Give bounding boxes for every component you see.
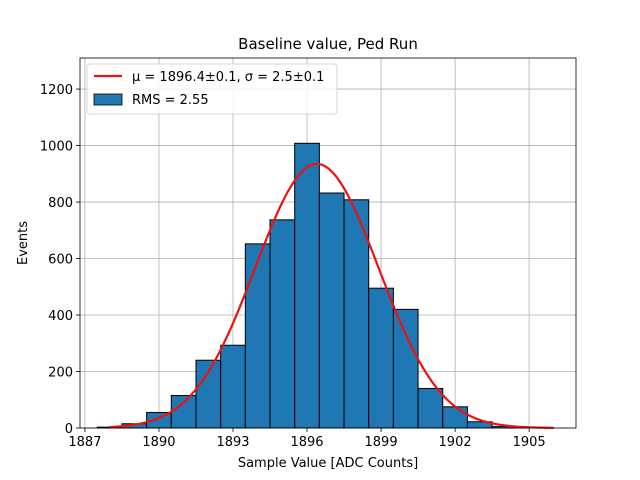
x-tick-label: 1899 <box>365 435 398 450</box>
y-tick-label: 1000 <box>40 140 73 155</box>
x-tick-label: 1893 <box>216 435 249 450</box>
y-tick-label: 0 <box>65 422 73 437</box>
histogram-bar <box>170 395 197 429</box>
x-tick-label: 1890 <box>142 435 175 450</box>
axis-ticks: 1887 1890 1893 1896 1899 1902 1905 0 200 400 600 80… <box>40 83 546 450</box>
histogram-bar <box>442 406 468 429</box>
y-tick-label: 400 <box>48 309 73 324</box>
histogram-bar <box>294 142 320 429</box>
legend-box <box>86 63 338 115</box>
y-tick-label: 600 <box>48 253 73 268</box>
legend-fit-label: μ = 1896.4±0.1, σ = 2.5±0.1 <box>132 70 324 85</box>
plot-frame <box>79 57 577 429</box>
histogram-bars <box>96 142 542 429</box>
x-tick-label: 1905 <box>513 435 546 450</box>
histogram-bar <box>417 387 444 429</box>
x-tick-label: 1896 <box>290 435 323 450</box>
chart-title: Baseline value, Ped Run <box>238 35 418 53</box>
histogram-bar <box>244 243 271 429</box>
y-tick-label: 1200 <box>40 83 73 98</box>
histogram-bar <box>220 344 246 429</box>
y-tick-label: 200 <box>48 366 73 381</box>
legend-rms-swatch <box>93 93 123 106</box>
histogram-bar <box>269 219 296 429</box>
x-axis-label: Sample Value [ADC Counts] <box>238 456 418 471</box>
legend: μ = 1896.4±0.1, σ = 2.5±0.1 RMS = 2.55 <box>86 63 338 115</box>
gaussian-fit-curve <box>109 162 554 429</box>
histogram-bar <box>392 308 419 429</box>
histogram-bar <box>318 192 345 429</box>
x-tick-label: 1902 <box>439 435 472 450</box>
y-axis-label: Events <box>16 221 31 265</box>
y-tick-label: 800 <box>48 196 73 211</box>
legend-rms-label: RMS = 2.55 <box>132 93 209 108</box>
histogram-bar <box>368 287 394 429</box>
x-tick-label: 1887 <box>68 435 101 450</box>
